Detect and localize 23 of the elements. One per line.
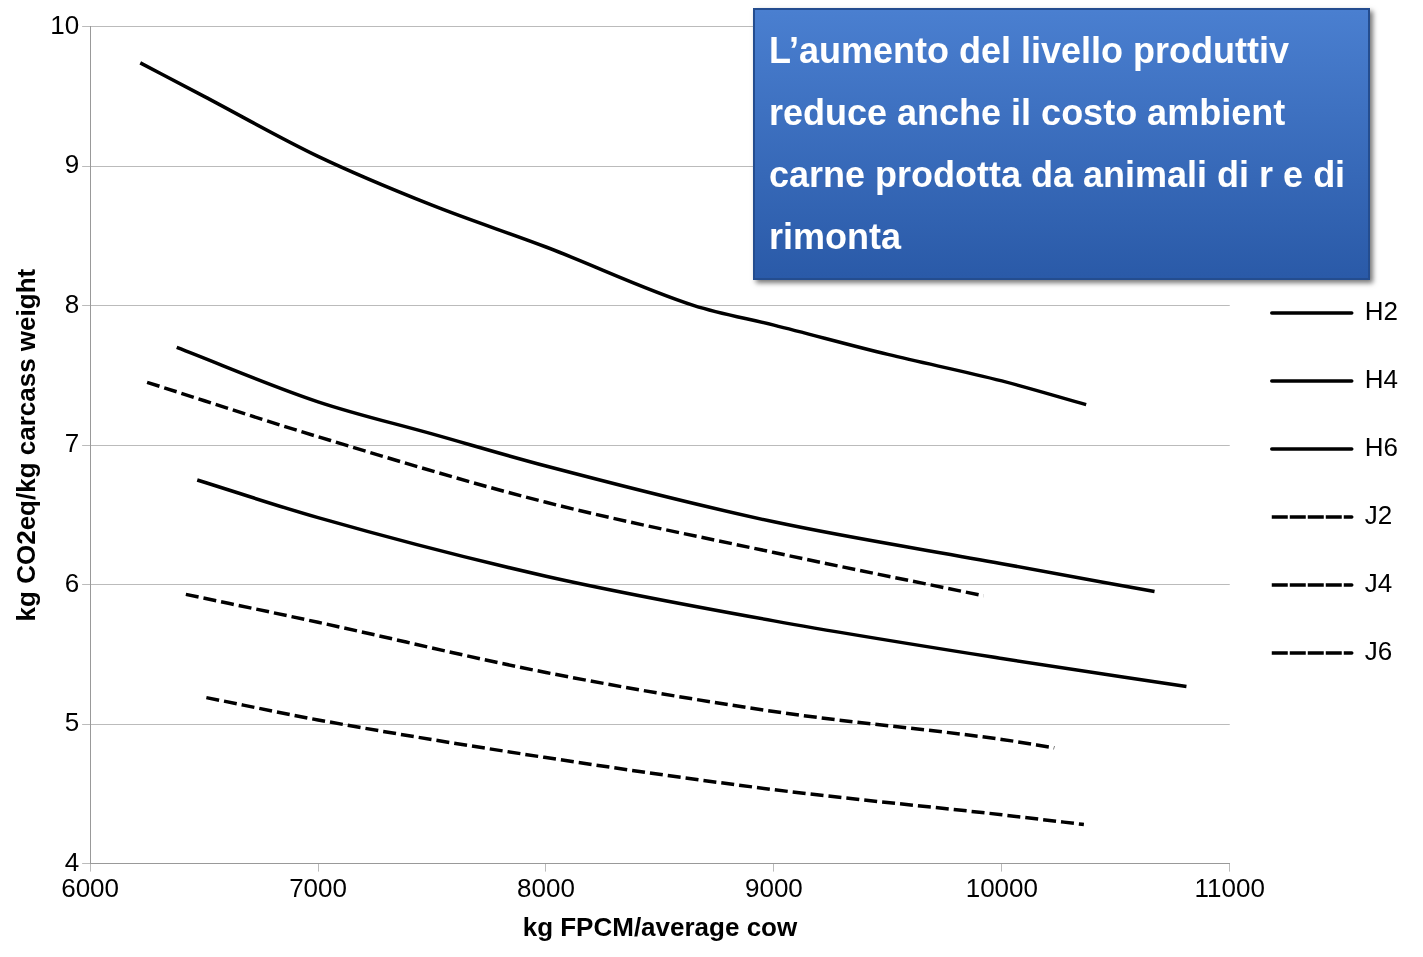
legend-label: H2 bbox=[1364, 296, 1399, 327]
legend-label: J2 bbox=[1364, 500, 1393, 531]
x-tick-label: 10000 bbox=[965, 873, 1038, 904]
legend-label: H6 bbox=[1364, 432, 1399, 463]
x-axis-title: kg FPCM/average cow bbox=[522, 911, 798, 942]
x-tick-label: 11000 bbox=[1194, 873, 1265, 904]
line-series bbox=[204, 695, 1086, 827]
x-tick-label: 8000 bbox=[517, 873, 575, 904]
legend-label: H4 bbox=[1364, 364, 1399, 395]
line-series bbox=[174, 345, 1157, 594]
line-series bbox=[195, 478, 1189, 689]
x-tick-label: 9000 bbox=[744, 873, 803, 904]
y-tick-label: 6 bbox=[64, 567, 80, 598]
y-axis-title: kg CO2eq/kg carcass weight bbox=[10, 268, 41, 622]
y-tick-label: 5 bbox=[64, 707, 80, 738]
x-tick-label: 7000 bbox=[289, 873, 347, 904]
annotation: L’aumento del livello produttiv reduce anche il costo ambient carne prodotta da animali di r e di rimonta bbox=[753, 8, 1370, 280]
y-tick-label: 7 bbox=[64, 428, 80, 459]
y-tick-label: 10 bbox=[50, 9, 80, 40]
legend-label: J6 bbox=[1364, 636, 1393, 667]
legend-label: J4 bbox=[1364, 568, 1393, 599]
y-tick-label: 8 bbox=[64, 288, 80, 319]
y-tick-label: 9 bbox=[64, 149, 80, 180]
